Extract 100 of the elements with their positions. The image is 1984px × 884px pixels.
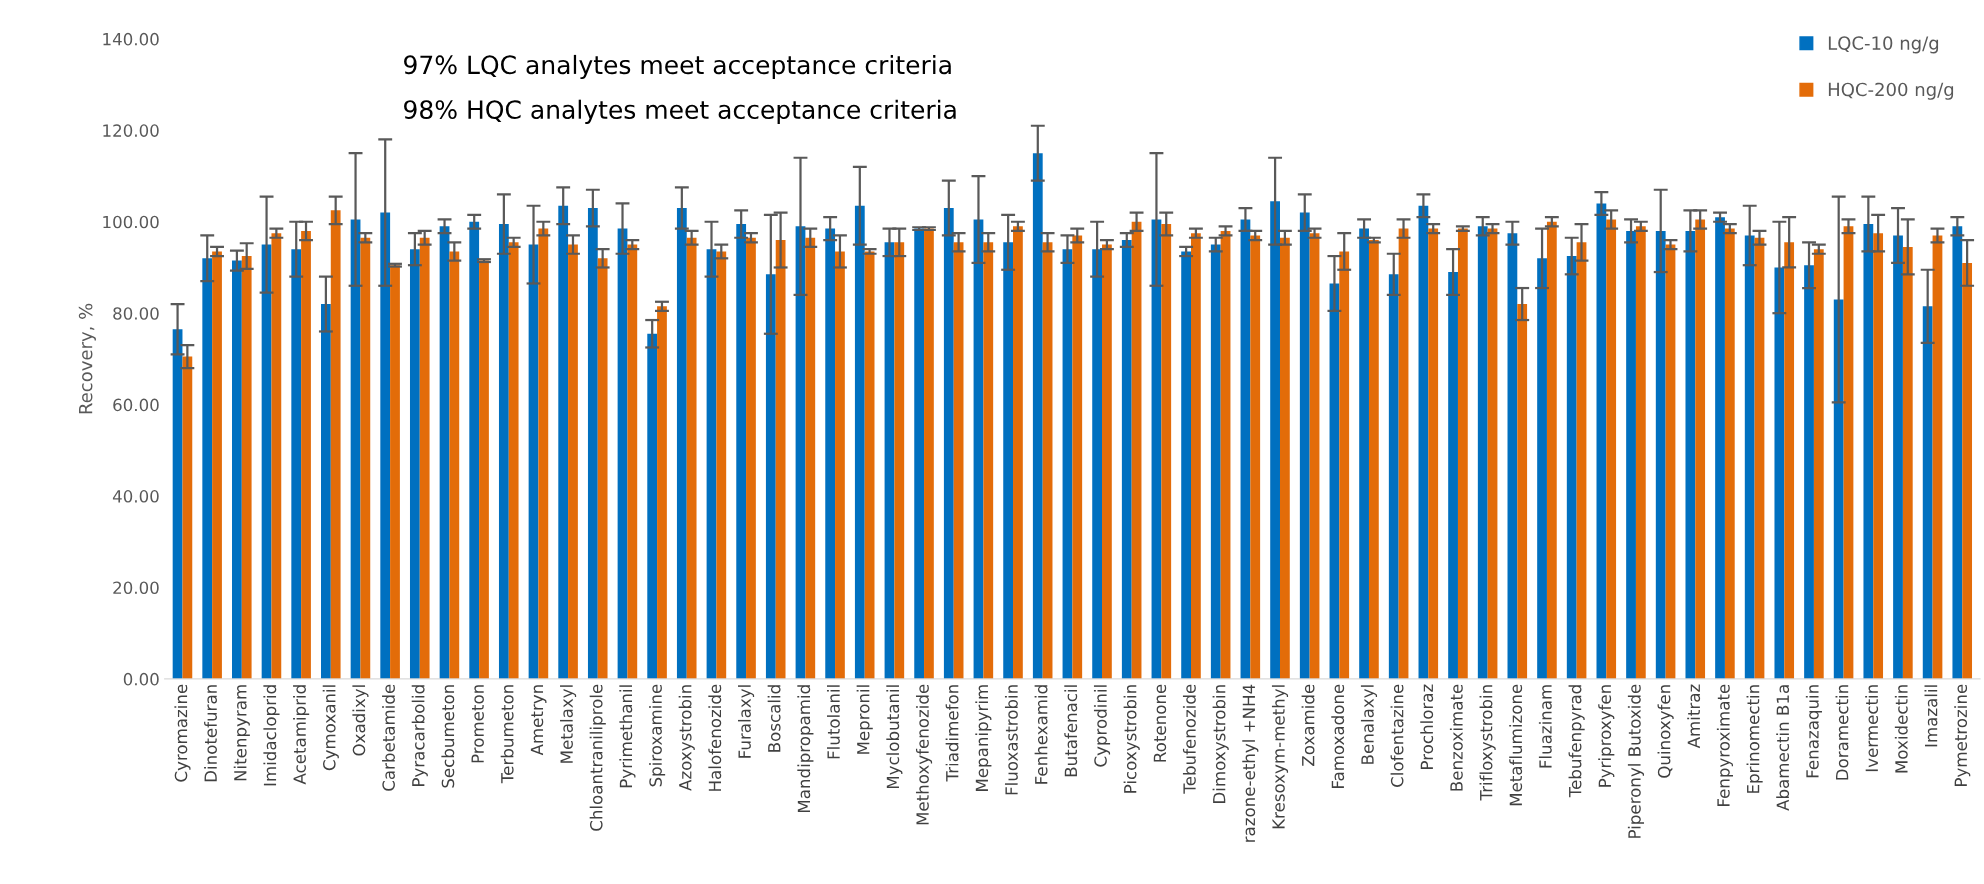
bar bbox=[449, 251, 460, 679]
bar bbox=[1032, 153, 1043, 679]
x-tick-label: Boscalid bbox=[767, 685, 781, 752]
x-tick-label: Butafenacil bbox=[1064, 685, 1078, 777]
legend-label: LQC-10 ng/g bbox=[1828, 36, 1939, 54]
x-tick-label: Ivermectin bbox=[1865, 685, 1879, 772]
bar bbox=[1507, 233, 1518, 679]
bar bbox=[943, 208, 954, 679]
x-tick-label: Pymetrozine bbox=[1954, 684, 1971, 786]
bar bbox=[765, 274, 776, 679]
y-tick-label: 100.00 bbox=[103, 215, 159, 229]
bar bbox=[1457, 228, 1468, 679]
bar bbox=[202, 258, 213, 679]
bar bbox=[1665, 244, 1676, 679]
x-tick-label: Metaflumizone bbox=[1509, 684, 1523, 806]
bar bbox=[1932, 235, 1943, 679]
x-tick-label: Metalaxyl bbox=[560, 685, 577, 763]
bar bbox=[479, 260, 489, 679]
x-tick-label: Moxidectin bbox=[1894, 685, 1908, 773]
annotation: 97% LQC analytes meet acceptance criteria bbox=[404, 54, 951, 80]
x-tick-label: Fenhexamid bbox=[1034, 685, 1048, 784]
bar bbox=[1398, 228, 1409, 679]
bar bbox=[676, 208, 687, 679]
bar bbox=[1962, 262, 1973, 679]
x-tick-label: Clofentazine bbox=[1390, 684, 1404, 787]
x-tick-label: Fluoxastrobin bbox=[1004, 685, 1018, 795]
x-tick-label: Cyprodinil bbox=[1093, 685, 1111, 767]
bar bbox=[1863, 224, 1874, 679]
bar bbox=[320, 304, 331, 679]
bar bbox=[1240, 219, 1251, 679]
bar bbox=[1220, 230, 1231, 679]
bar bbox=[271, 233, 282, 679]
x-tick-label: Azoxystrobin bbox=[678, 685, 695, 791]
bar bbox=[1339, 251, 1350, 679]
bar bbox=[1724, 228, 1735, 679]
bar bbox=[538, 228, 549, 679]
x-tick-label: Halofenozide bbox=[708, 684, 722, 791]
bar bbox=[1359, 228, 1369, 679]
bar bbox=[1744, 235, 1755, 679]
x-tick-label: Benzoximate bbox=[1449, 684, 1463, 791]
x-tick-label: Eprinomectin bbox=[1746, 685, 1763, 793]
bar bbox=[746, 237, 756, 679]
y-tick-label: 40.00 bbox=[112, 490, 159, 503]
x-tick-label: Pyriproxyfen bbox=[1598, 685, 1615, 787]
bar bbox=[291, 249, 302, 679]
x-tick-label: Trifloxystrobin bbox=[1479, 685, 1496, 801]
bar bbox=[1635, 226, 1646, 679]
bar bbox=[1072, 235, 1083, 679]
x-tick-label: Chloantraniliprole bbox=[589, 684, 606, 831]
x-tick-label: Imazalil bbox=[1924, 685, 1938, 747]
bar bbox=[1191, 233, 1201, 679]
bar bbox=[894, 242, 905, 679]
bar bbox=[825, 228, 836, 679]
x-tick-label: Pyrimethanil bbox=[619, 685, 636, 788]
bar bbox=[419, 237, 430, 679]
x-tick-label: Fenazaquin bbox=[1805, 685, 1822, 778]
bar bbox=[1309, 233, 1320, 679]
y-tick-label: 120.00 bbox=[103, 124, 159, 137]
bar bbox=[498, 224, 509, 679]
bar bbox=[1952, 226, 1963, 679]
bar bbox=[1596, 203, 1607, 679]
bar bbox=[508, 242, 519, 679]
bar bbox=[983, 242, 994, 679]
bar bbox=[953, 242, 964, 679]
bar bbox=[1902, 246, 1913, 679]
bar bbox=[1181, 251, 1191, 679]
bar bbox=[1685, 230, 1696, 679]
bar bbox=[1487, 228, 1498, 679]
bar bbox=[597, 258, 608, 679]
bar bbox=[1922, 306, 1933, 679]
bar bbox=[1517, 304, 1528, 679]
x-tick-label: Kresoxym-methyl bbox=[1271, 685, 1289, 829]
y-tick-label: 20.00 bbox=[113, 581, 159, 595]
bar bbox=[884, 242, 895, 679]
bar bbox=[1813, 249, 1824, 679]
x-tick-label: Benalaxyl bbox=[1360, 685, 1378, 764]
bar bbox=[1546, 221, 1557, 679]
bar bbox=[380, 212, 391, 679]
bar bbox=[835, 251, 845, 679]
x-tick-label: Piperonyl Butoxide bbox=[1627, 684, 1645, 838]
x-tick-label: razone-ethyl +NH4 bbox=[1242, 684, 1259, 842]
bar bbox=[409, 249, 420, 679]
bar bbox=[1576, 242, 1587, 679]
x-tick-label: Furalaxyl bbox=[738, 685, 755, 758]
bar bbox=[1655, 230, 1666, 679]
x-tick-label: Myclobutanil bbox=[886, 685, 903, 789]
bar bbox=[1833, 299, 1844, 679]
bar bbox=[1804, 265, 1814, 679]
y-tick-label: 60.00 bbox=[113, 398, 159, 412]
x-tick-label: Cymoxanil bbox=[322, 685, 339, 771]
bar bbox=[1013, 226, 1023, 679]
y-axis-title: Recovery, % bbox=[78, 303, 96, 414]
bar bbox=[1754, 237, 1765, 679]
x-tick-label: Cyromazine bbox=[174, 684, 191, 782]
bar bbox=[469, 221, 480, 679]
bar bbox=[657, 306, 667, 679]
x-tick-label: Dinotefuran bbox=[204, 685, 217, 782]
x-tick-label: Mepronil bbox=[856, 685, 873, 754]
bar bbox=[1388, 274, 1399, 679]
x-tick-label: Zoxamide bbox=[1301, 684, 1315, 766]
